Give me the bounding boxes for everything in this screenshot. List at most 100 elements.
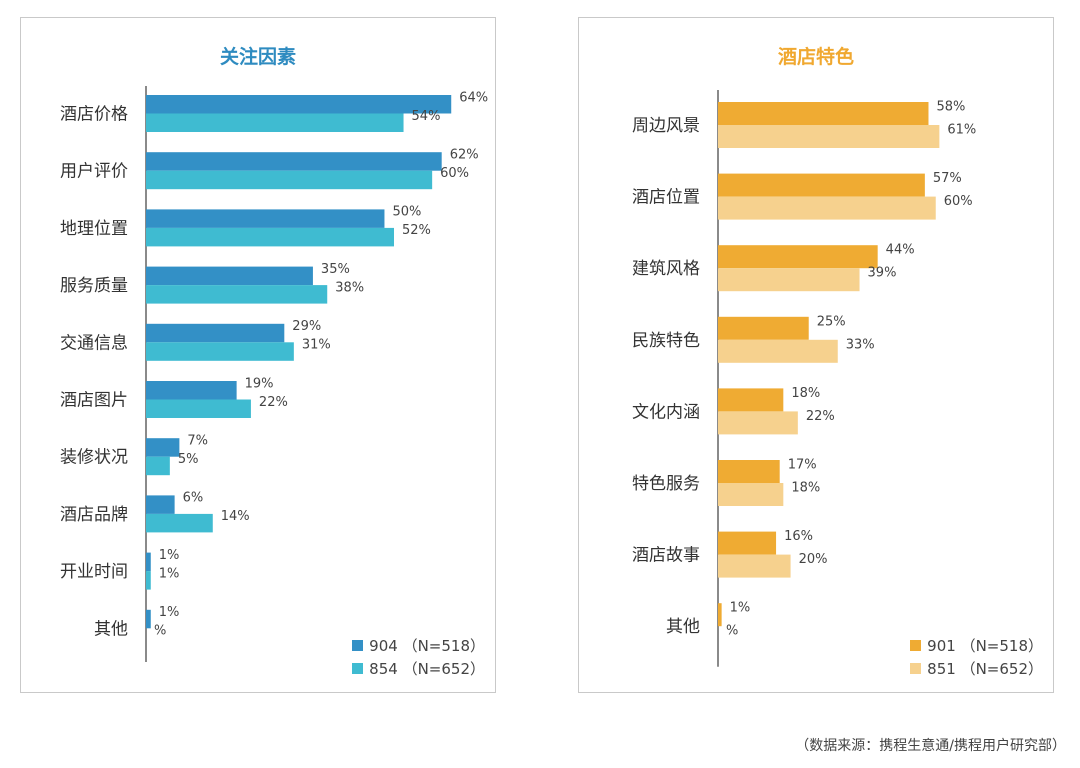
bar	[146, 495, 175, 514]
data-label: 50%	[392, 205, 421, 220]
legend-item: 854 （N=652）	[352, 657, 485, 680]
category-label: 开业时间	[60, 562, 128, 582]
category-label: 建筑风格	[632, 259, 700, 279]
bar	[718, 554, 791, 578]
category-label: 地理位置	[60, 219, 128, 239]
data-label: 17%	[788, 458, 817, 473]
data-label: 5%	[178, 452, 199, 467]
chart-legend: 904 （N=518） 854 （N=652）	[352, 634, 485, 680]
bar	[718, 483, 784, 506]
bar	[146, 438, 180, 457]
bar	[146, 266, 313, 286]
data-label: 22%	[806, 409, 835, 424]
data-label: 7%	[187, 433, 208, 448]
data-label: 58%	[936, 100, 965, 115]
bar	[146, 399, 251, 418]
data-label: 1%	[730, 601, 751, 616]
data-label: 20%	[799, 552, 828, 567]
bar	[146, 571, 151, 590]
bar	[718, 102, 929, 125]
bar	[718, 411, 798, 435]
factors-bar-chart: 酒店价格 64% 54% 用户评价 62% 60% 地理位置 50% 52% 服务质量 35% 38%…	[60, 86, 488, 662]
legend-label: 854 （N=652）	[369, 660, 485, 678]
data-label: 19%	[245, 376, 274, 391]
bar	[718, 388, 784, 412]
data-label: 6%	[183, 491, 204, 506]
features-bar-chart: 周边风景 58% 61% 酒店位置 57% 60% 建筑风格 44% 39% 民族特色 25%33%…	[632, 90, 976, 667]
legend-item: 851 （N=652）	[910, 657, 1043, 680]
category-label: 用户评价	[60, 162, 128, 182]
data-label: 14%	[221, 509, 250, 524]
category-label: 交通信息	[60, 333, 128, 353]
data-label: 16%	[784, 529, 813, 544]
data-label: 1%	[159, 548, 180, 563]
bar	[146, 342, 294, 361]
chart-title: 关注因素	[219, 46, 296, 68]
legend-label: 904 （N=518）	[369, 637, 485, 655]
bar	[718, 603, 722, 627]
bar	[718, 316, 809, 340]
category-label: 酒店图片	[60, 391, 128, 411]
bar	[146, 152, 442, 171]
category-label: 酒店品牌	[60, 505, 128, 525]
category-label: 其他	[94, 619, 128, 639]
legend-item: 901 （N=518）	[910, 634, 1043, 657]
bar	[146, 170, 433, 190]
legend-label: 901 （N=518）	[927, 637, 1043, 655]
data-label: 25%	[817, 314, 846, 329]
data-label: 31%	[302, 338, 331, 353]
bar	[718, 196, 936, 220]
bar	[146, 209, 385, 228]
data-label: 57%	[933, 171, 962, 186]
data-label: 64%	[459, 90, 488, 105]
legend-label: 851 （N=652）	[927, 660, 1043, 678]
data-label: 61%	[947, 123, 976, 138]
bar	[718, 125, 940, 148]
bar	[146, 113, 404, 132]
data-label: 33%	[846, 337, 875, 352]
bar	[146, 381, 237, 400]
data-label: 44%	[886, 243, 915, 258]
data-label: 1%	[159, 605, 180, 620]
legend-item: 904 （N=518）	[352, 634, 485, 657]
chart-title: 酒店特色	[777, 46, 854, 68]
legend-swatch	[352, 640, 364, 651]
data-label: 54%	[412, 109, 441, 124]
category-label: 酒店故事	[632, 546, 700, 566]
data-label: %	[726, 624, 738, 639]
features-chart-panel: 酒店特色 周边风景 58% 61% 酒店位置 57% 60% 建筑风格 44% 39% 民族特色 2…	[578, 17, 1054, 693]
factors-chart-panel: 关注因素 酒店价格 64% 54% 用户评价 62% 60% 地理位置 50% 52% 服务质量 3…	[20, 17, 496, 693]
bar	[146, 552, 151, 572]
bar	[718, 268, 860, 292]
bar	[718, 531, 777, 555]
data-label: 35%	[321, 262, 350, 277]
bar	[718, 460, 780, 483]
category-label: 装修状况	[60, 448, 128, 468]
bar	[718, 173, 925, 197]
bar	[718, 339, 838, 363]
category-label: 周边风景	[632, 116, 700, 136]
bar	[146, 323, 285, 343]
category-label: 文化内涵	[632, 402, 700, 422]
data-label: 39%	[868, 266, 897, 281]
data-label: 22%	[259, 395, 288, 410]
data-label: 1%	[159, 566, 180, 581]
legend-swatch	[352, 663, 364, 674]
data-label: 62%	[450, 147, 479, 162]
data-label: 18%	[791, 481, 820, 496]
bar	[146, 95, 452, 114]
data-label: 60%	[944, 194, 973, 209]
category-label: 民族特色	[632, 331, 700, 351]
bar	[146, 456, 170, 476]
data-label: 38%	[335, 280, 364, 295]
bar	[718, 245, 878, 269]
chart-legend: 901 （N=518） 851 （N=652）	[910, 634, 1043, 680]
bar	[146, 227, 394, 247]
category-label: 特色服务	[632, 474, 700, 494]
bar	[146, 285, 328, 304]
data-source-note: （数据来源：携程生意通/携程用户研究部）	[795, 738, 1066, 754]
bar	[146, 609, 151, 629]
data-label: 29%	[292, 319, 321, 334]
legend-swatch	[910, 663, 922, 674]
category-label: 服务质量	[60, 276, 128, 296]
